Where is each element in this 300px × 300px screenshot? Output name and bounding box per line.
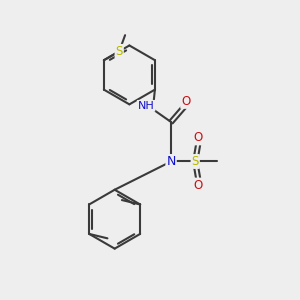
Text: O: O [194,131,203,144]
Text: S: S [191,155,199,168]
Text: N: N [167,155,176,168]
Text: O: O [194,178,203,191]
Text: NH: NH [138,101,154,111]
Text: O: O [181,95,190,108]
Text: S: S [116,45,123,58]
